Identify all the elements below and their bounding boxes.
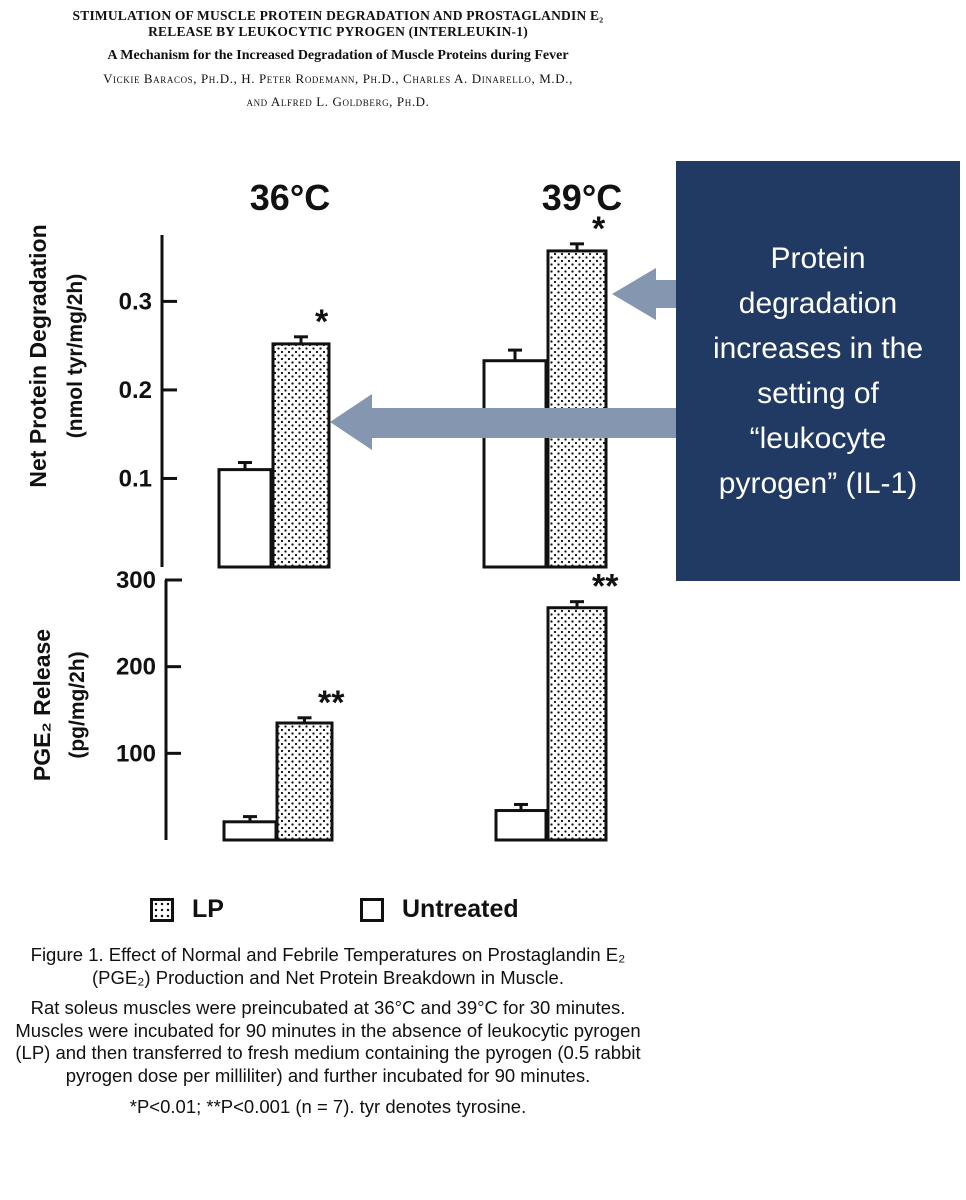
legend-lp: LP	[150, 895, 224, 924]
legend-untreated-label: Untreated	[402, 895, 519, 923]
protein-bar-lp-0	[271, 342, 331, 569]
protein-bar-untreated-0	[217, 468, 273, 569]
pge2-tick-label: 100	[116, 740, 156, 767]
pge2-significance-marker: **	[592, 568, 619, 606]
caption-notes: *P<0.01; **P<0.001 (n = 7). tyr denotes …	[129, 1096, 527, 1117]
group-label-1: 39°C	[542, 177, 622, 218]
group-label-0: 36°C	[250, 177, 330, 218]
callout-arrow-lower	[330, 394, 676, 450]
legend-untreated: Untreated	[360, 895, 519, 924]
callout-arrow-upper	[612, 268, 676, 320]
protein-ylabel: Net Protein Degradation	[25, 224, 51, 487]
paper-authors-line-1: Vickie Baracos, Ph.D., H. Peter Rodemann…	[103, 71, 573, 86]
legend-lp-label: LP	[192, 895, 224, 923]
paper-header: STIMULATION OF MUSCLE PROTEIN DEGRADATIO…	[0, 8, 676, 110]
pge2-bar-lp-0	[275, 721, 334, 842]
pge2-bar-untreated-0	[222, 820, 278, 842]
pge2-tick-label: 200	[116, 654, 156, 681]
pge2-ylabel: PGE₂ Release	[29, 629, 55, 781]
caption-title: Figure 1. Effect of Normal and Febrile T…	[30, 944, 626, 988]
paper-title-line-1: STIMULATION OF MUSCLE PROTEIN DEGRADATIO…	[72, 8, 604, 23]
pge2-significance-marker: **	[318, 684, 345, 722]
caption-body: Rat soleus muscles were preincubated at …	[15, 997, 641, 1086]
protein-significance-marker: *	[315, 303, 329, 341]
legend-lp-swatch	[150, 897, 174, 922]
figure-chart: 0.1 0.2 0.3 Net Protein Degradation (nmol ty…	[25, 177, 676, 842]
legend-untreated-swatch	[360, 897, 384, 922]
callout-box: Protein degradation increases in the set…	[676, 161, 960, 581]
callout-text: Protein degradation increases in the set…	[712, 242, 924, 500]
paper-authors-line-2: and Alfred L. Goldberg, Ph.D.	[246, 94, 430, 109]
pge2-ylabel-units: (pg/mg/2h)	[66, 651, 89, 758]
figure-caption: Figure 1. Effect of Normal and Febrile T…	[10, 944, 646, 1119]
protein-tick-label: 0.3	[119, 288, 152, 315]
protein-significance-marker: *	[592, 210, 606, 248]
paper-subtitle: A Mechanism for the Increased Degradatio…	[107, 48, 569, 63]
pge2-tick-label: 300	[116, 567, 156, 594]
protein-ylabel-units: (nmol tyr/mg/2h)	[64, 274, 87, 439]
paper-title-line-2: RELEASE BY LEUKOCYTIC PYROGEN (INTERLEUK…	[148, 24, 528, 39]
protein-tick-label: 0.2	[119, 377, 152, 404]
protein-bar-untreated-1	[482, 359, 548, 569]
pge2-bar-untreated-1	[494, 809, 548, 842]
protein-tick-label: 0.1	[119, 465, 152, 492]
pge2-bar-lp-1	[546, 606, 608, 842]
